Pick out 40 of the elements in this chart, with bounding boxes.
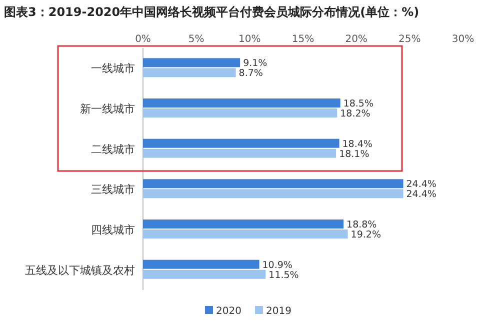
x-tick-label: 30%: [452, 34, 474, 45]
bar: [143, 270, 266, 279]
data-label: 9.1%: [243, 58, 268, 70]
legend-label: 2020: [216, 306, 242, 317]
bar: [143, 179, 404, 188]
data-label: 18.2%: [340, 108, 370, 120]
y-tick-label: 五线及以下城镇及农村: [25, 264, 135, 277]
bar: [143, 148, 336, 158]
bar: [143, 98, 340, 108]
x-tick-label: 5%: [188, 34, 204, 45]
data-label: 11.5%: [268, 270, 299, 281]
data-label: 10.9%: [262, 260, 292, 271]
data-label: 18.5%: [343, 98, 374, 110]
data-label: 18.8%: [346, 220, 377, 230]
bar: [143, 138, 340, 148]
x-tick-label: 25%: [398, 34, 421, 45]
data-label: 8.7%: [238, 68, 263, 80]
y-tick-label: 三线城市: [91, 183, 135, 196]
x-tick-label: 15%: [292, 34, 314, 45]
legend-label: 2019: [266, 306, 292, 317]
bar: [143, 58, 240, 68]
x-tick-label: 10%: [238, 34, 261, 45]
chart-title: 图表3：2019-2020年中国网络长视频平台付费会员城际分布情况(单位：%): [4, 5, 420, 19]
y-tick-label: 二线城市: [91, 142, 135, 156]
y-tick-label: 四线城市: [91, 224, 135, 236]
data-label: 24.4%: [406, 179, 436, 190]
bar: [143, 220, 344, 228]
y-tick-label: 一线城市: [91, 62, 135, 76]
x-tick-label: 20%: [345, 34, 368, 45]
data-label: 19.2%: [350, 230, 381, 240]
x-tick-label: 0%: [135, 34, 151, 45]
bar: [143, 260, 260, 269]
data-label: 24.4%: [406, 189, 436, 200]
data-label: 18.4%: [342, 138, 372, 150]
bar: [143, 108, 338, 118]
bar: [143, 189, 404, 198]
bar: [143, 230, 348, 238]
bar: [143, 68, 236, 78]
data-label: 18.1%: [339, 148, 370, 160]
y-tick-label: 新一线城市: [80, 102, 135, 116]
